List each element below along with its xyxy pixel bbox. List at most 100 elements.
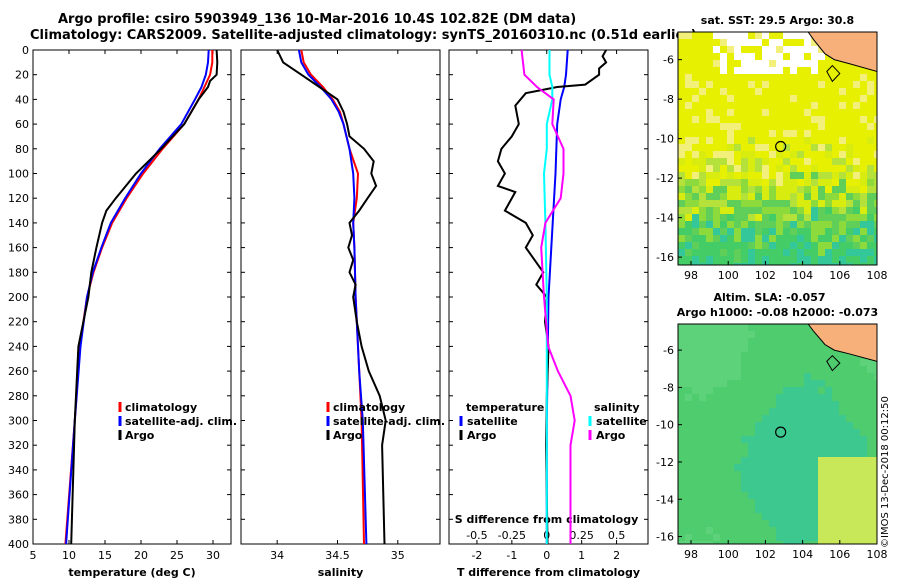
sst_map-cell [678,151,685,158]
sst_map-cell [860,102,867,109]
sst_map-cell [783,165,790,172]
sst_map-cell [755,179,762,186]
sla_map-cell [825,457,832,464]
sla_map-cell [706,338,713,345]
sla_map-cell [755,485,762,492]
sla_map-cell [678,338,685,345]
sla_map-cell [846,443,853,450]
sla_map-cell [797,366,804,373]
sst_map-cell [797,158,804,165]
sla_map-cell [839,415,846,422]
sla_map-cell [706,471,713,478]
sla_map-cell [692,401,699,408]
sst_map-cell [734,165,741,172]
sst_map-cell [797,221,804,228]
temperature-xtick-label: 5 [30,549,37,562]
sla_map-cell [741,408,748,415]
sla_map-cell [685,450,692,457]
sla_map-cell [685,527,692,534]
sla_map-cell [713,408,720,415]
sla_map-cell [867,478,874,485]
sla_map-cell [706,443,713,450]
sst_map-cell [818,235,825,242]
sst_map-cell [860,172,867,179]
sla_map-cell [853,492,860,499]
sla_map-cell [853,415,860,422]
sla_map-cell [755,429,762,436]
sla_map-cell [776,513,783,520]
sla_map-cell [811,394,818,401]
sla_map-cell [762,331,769,338]
sla_map-cell [818,408,825,415]
sla_map-cell [720,373,727,380]
sst_map-cell [762,39,769,46]
sst_map-cell [741,102,748,109]
sst_map-cell [783,144,790,151]
sst_map-cell [748,200,755,207]
sst_map-cell [825,144,832,151]
sla_map-cell [706,324,713,331]
salinity-xlabel: salinity [318,566,364,579]
temperature-ytick-label: 20 [15,69,29,82]
sst_map-cell [797,102,804,109]
sst_map-cell [839,214,846,221]
sst_map-cell [811,144,818,151]
sla_map-cell [727,443,734,450]
sla_map-cell [818,527,825,534]
sst_map-cell [776,263,783,265]
sla_map-cell [832,415,839,422]
sla_map-cell [825,394,832,401]
sst_map-cell [678,200,685,207]
sla_map-cell [846,520,853,527]
sla_map-cell [720,359,727,366]
difference-legend-label: Argo [467,429,497,442]
sst_map-cell [692,144,699,151]
sst_map-cell [762,165,769,172]
sst_map-cell [825,130,832,137]
sst_map-cell [685,242,692,249]
sst_map-cell [797,95,804,102]
sst_map-cell [832,165,839,172]
sla_map-cell [797,443,804,450]
sla_map-cell [874,380,877,387]
sla_map-cell [755,359,762,366]
sla_map-cell [825,513,832,520]
sla_map-cell [853,513,860,520]
sla_map-cell [734,373,741,380]
sla_map-cell [741,429,748,436]
sst_map-cell [776,193,783,200]
sst_map-cell [776,235,783,242]
sst_map-cell [874,263,877,265]
sla_map-cell [874,513,877,520]
sst_map-cell [846,102,853,109]
sst_map-cell [853,263,860,265]
sla_map-cell [685,464,692,471]
sst_map-cell [783,123,790,130]
sst_map-cell [860,165,867,172]
sst_map-cell [748,256,755,263]
sst_map-cell [699,109,706,116]
sst_map-cell [853,200,860,207]
sla_map-cell [804,436,811,443]
sst_map-cell [832,179,839,186]
sla_map-cell [741,331,748,338]
sst_map-cell [706,123,713,130]
sst_map-cell [776,186,783,193]
sst_map-cell [790,186,797,193]
sst_map-cell [804,172,811,179]
sst_map-cell [825,242,832,249]
sst_map-cell [818,158,825,165]
sla_map-cell [811,359,818,366]
sla_map-cell [818,492,825,499]
sla_map-cell [706,429,713,436]
sla_map-cell [846,429,853,436]
sla_map-cell [685,401,692,408]
sst_map-cell [839,74,846,81]
sla_map-cell [825,380,832,387]
sst_map-cell [699,242,706,249]
sla_map-cell [727,394,734,401]
sst_map-cell [734,172,741,179]
sla_map-cell [706,492,713,499]
sla_map-cell [769,457,776,464]
sst_map-cell [797,207,804,214]
